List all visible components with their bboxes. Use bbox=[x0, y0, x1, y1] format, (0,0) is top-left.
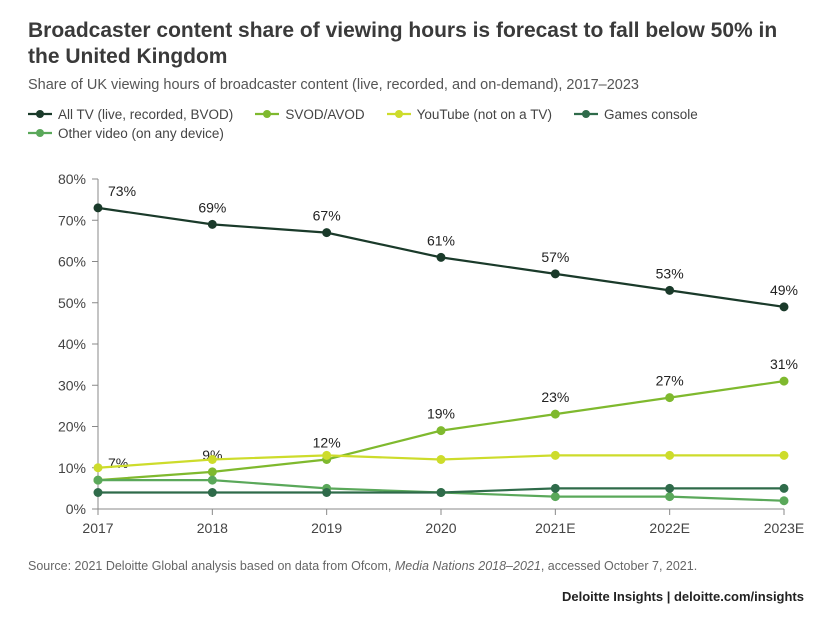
legend-swatch-icon bbox=[28, 127, 52, 139]
data-label: 57% bbox=[541, 248, 569, 264]
legend-swatch-icon bbox=[28, 108, 52, 120]
legend-item: Other video (on any device) bbox=[28, 126, 224, 141]
x-tick-label: 2018 bbox=[197, 520, 228, 536]
x-tick-label: 2019 bbox=[311, 520, 342, 536]
series-marker bbox=[322, 450, 331, 459]
series-marker bbox=[94, 203, 103, 212]
series-marker bbox=[551, 483, 560, 492]
series-marker bbox=[551, 492, 560, 501]
y-tick-label: 30% bbox=[58, 377, 86, 393]
series-marker bbox=[437, 426, 446, 435]
data-label: 61% bbox=[427, 232, 455, 248]
legend-item: All TV (live, recorded, BVOD) bbox=[28, 107, 233, 122]
series-marker bbox=[780, 302, 789, 311]
y-tick-label: 0% bbox=[66, 501, 86, 517]
y-tick-label: 60% bbox=[58, 253, 86, 269]
series-marker bbox=[665, 393, 674, 402]
data-label: 7% bbox=[108, 455, 128, 471]
chart-subtitle: Share of UK viewing hours of broadcaster… bbox=[28, 77, 804, 93]
series-marker bbox=[780, 496, 789, 505]
series-marker bbox=[94, 463, 103, 472]
series-marker bbox=[322, 228, 331, 237]
data-label: 27% bbox=[656, 372, 684, 388]
legend-label: YouTube (not on a TV) bbox=[417, 107, 552, 122]
series-marker bbox=[208, 475, 217, 484]
series-marker bbox=[94, 475, 103, 484]
series-marker bbox=[551, 409, 560, 418]
legend-item: Games console bbox=[574, 107, 698, 122]
legend-swatch-icon bbox=[387, 108, 411, 120]
series-marker bbox=[665, 483, 674, 492]
source-prefix: Source: 2021 Deloitte Global analysis ba… bbox=[28, 559, 395, 573]
data-label: 23% bbox=[541, 389, 569, 405]
series-marker bbox=[551, 450, 560, 459]
data-label: 12% bbox=[313, 434, 341, 450]
series-marker bbox=[208, 488, 217, 497]
series-marker bbox=[665, 450, 674, 459]
line-chart-svg: 0% 10% 20% 30% 40% 50% 60% 70% 80% 2017 2018 2019 20… bbox=[28, 159, 804, 549]
series-marker bbox=[322, 488, 331, 497]
series-marker bbox=[665, 492, 674, 501]
legend-label: Games console bbox=[604, 107, 698, 122]
data-label: 69% bbox=[198, 199, 226, 215]
series-marker bbox=[780, 483, 789, 492]
y-tick-label: 20% bbox=[58, 418, 86, 434]
series-marker bbox=[780, 450, 789, 459]
y-tick-label: 50% bbox=[58, 294, 86, 310]
data-label: 31% bbox=[770, 356, 798, 372]
chart-plot-area: 0% 10% 20% 30% 40% 50% 60% 70% 80% 2017 2018 2019 20… bbox=[28, 159, 804, 549]
footer-attribution: Deloitte Insights | deloitte.com/insight… bbox=[28, 589, 804, 604]
chart-title: Broadcaster content share of viewing hou… bbox=[28, 18, 804, 71]
series-marker bbox=[94, 488, 103, 497]
series-marker bbox=[551, 269, 560, 278]
series-marker bbox=[208, 455, 217, 464]
series-marker bbox=[437, 455, 446, 464]
series-marker bbox=[437, 252, 446, 261]
data-label: 67% bbox=[313, 207, 341, 223]
series-marker bbox=[208, 219, 217, 228]
legend-swatch-icon bbox=[574, 108, 598, 120]
legend-label: All TV (live, recorded, BVOD) bbox=[58, 107, 233, 122]
data-label: 73% bbox=[108, 182, 136, 198]
source-suffix: , accessed October 7, 2021. bbox=[541, 559, 697, 573]
x-tick-label: 2022E bbox=[649, 520, 689, 536]
legend-label: SVOD/AVOD bbox=[285, 107, 364, 122]
x-tick-label: 2021E bbox=[535, 520, 575, 536]
legend-label: Other video (on any device) bbox=[58, 126, 224, 141]
legend-item: YouTube (not on a TV) bbox=[387, 107, 552, 122]
x-tick-label: 2020 bbox=[425, 520, 456, 536]
legend: All TV (live, recorded, BVOD) SVOD/AVOD Yo… bbox=[28, 107, 804, 141]
series-marker bbox=[665, 285, 674, 294]
series-marker bbox=[208, 467, 217, 476]
series-marker bbox=[437, 488, 446, 497]
data-label: 49% bbox=[770, 281, 798, 297]
source-italic: Media Nations 2018–2021 bbox=[395, 559, 541, 573]
x-tick-label: 2023E bbox=[764, 520, 804, 536]
series-marker bbox=[780, 376, 789, 385]
y-tick-label: 40% bbox=[58, 336, 86, 352]
y-tick-label: 70% bbox=[58, 212, 86, 228]
data-label: 53% bbox=[656, 265, 684, 281]
y-tick-label: 10% bbox=[58, 459, 86, 475]
chart-container: Broadcaster content share of viewing hou… bbox=[0, 0, 832, 614]
source-note: Source: 2021 Deloitte Global analysis ba… bbox=[28, 559, 804, 573]
legend-swatch-icon bbox=[255, 108, 279, 120]
legend-item: SVOD/AVOD bbox=[255, 107, 364, 122]
y-tick-label: 80% bbox=[58, 171, 86, 187]
x-tick-label: 2017 bbox=[82, 520, 113, 536]
data-label: 19% bbox=[427, 405, 455, 421]
